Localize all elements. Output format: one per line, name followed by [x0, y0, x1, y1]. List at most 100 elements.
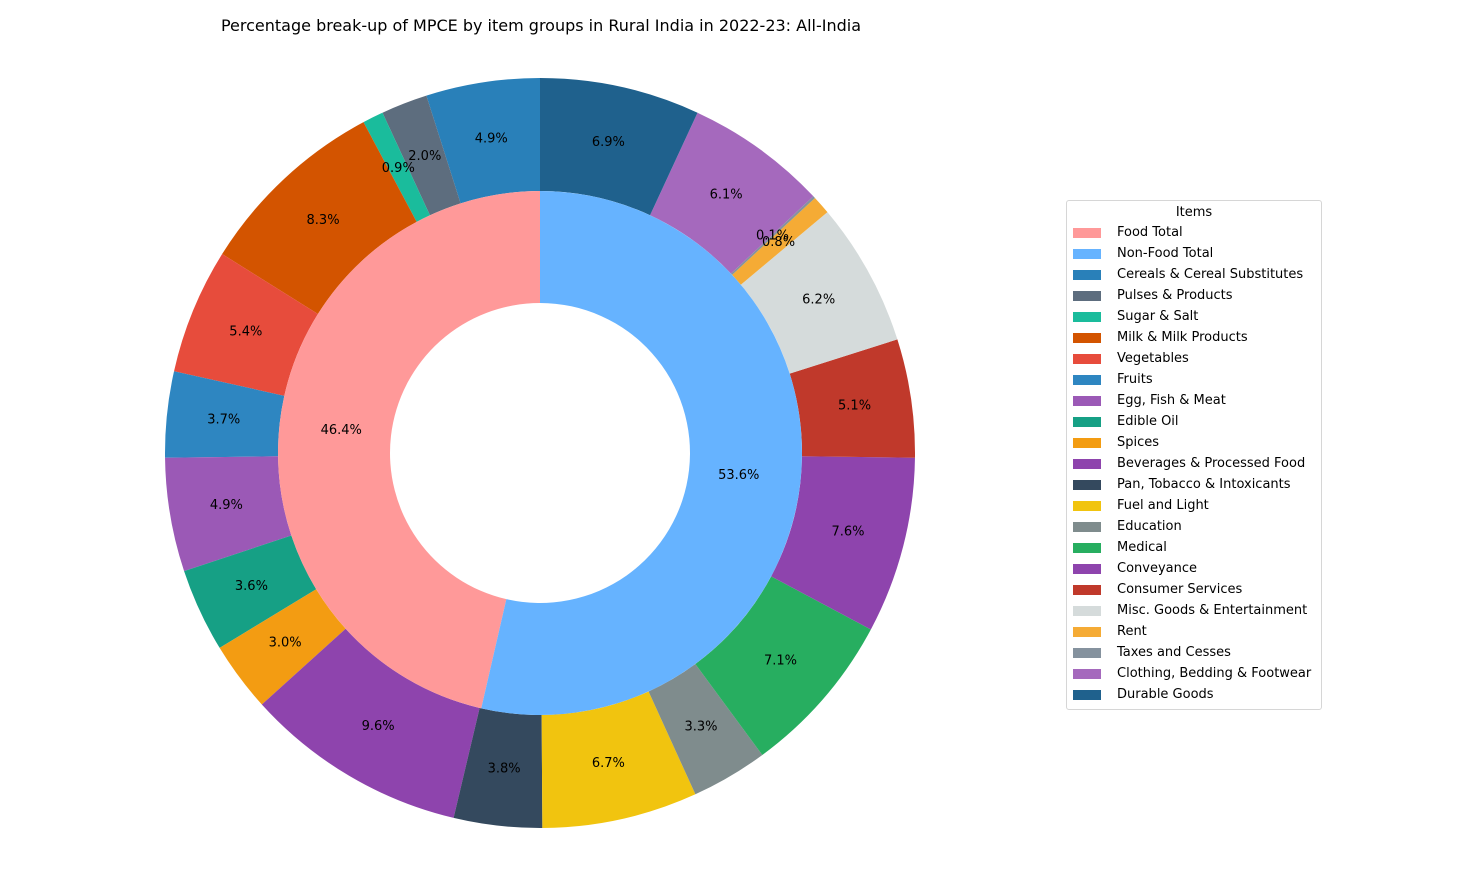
legend-item-medical: Medical: [1067, 537, 1321, 558]
legend-item-cereals-and-cereal-substitutes: Cereals & Cereal Substitutes: [1067, 264, 1321, 285]
legend-label: Egg, Fish & Meat: [1117, 393, 1226, 408]
legend-item-education: Education: [1067, 516, 1321, 537]
label-edible-oil: 3.6%: [235, 579, 268, 594]
inner-ring: [277, 191, 802, 715]
wedge-clothing-bedding-and-footwear: [650, 112, 814, 274]
wedge-conveyance: [771, 456, 915, 630]
label-sugar-and-salt: 0.9%: [382, 161, 415, 176]
wedge-beverages-and-processed-food: [261, 628, 480, 818]
label-fruits: 3.7%: [207, 413, 240, 428]
legend-item-milk-and-milk-products: Milk & Milk Products: [1067, 327, 1321, 348]
percentage-labels: 4.9% 2.0%0.9% 8.3% 5.4% 3.7% 4.9% 3.6% 3.0% 9.6%…: [207, 131, 871, 776]
legend-label: Misc. Goods & Entertainment: [1117, 603, 1308, 618]
wedge-non-food-total: [481, 191, 802, 715]
legend-label: Cereals & Cereal Substitutes: [1117, 267, 1304, 282]
label-beverages-and-processed-food: 9.6%: [362, 719, 395, 734]
legend-swatch: [1073, 311, 1101, 322]
wedge-edible-oil: [184, 535, 317, 648]
wedge-food-total: [277, 191, 540, 709]
legend-item-edible-oil: Edible Oil: [1067, 411, 1321, 432]
wedge-milk-and-milk-products: [222, 122, 417, 315]
label-pan-tobacco-and-intoxicants: 3.8%: [488, 761, 521, 776]
legend-swatch: [1073, 227, 1101, 238]
legend-label: Milk & Milk Products: [1117, 330, 1248, 345]
legend-item-pan-tobacco-and-intoxicants: Pan, Tobacco & Intoxicants: [1067, 474, 1321, 495]
legend-item-fuel-and-light: Fuel and Light: [1067, 495, 1321, 516]
legend-swatch: [1073, 584, 1101, 595]
legend-swatch: [1073, 521, 1101, 532]
wedge-education: [648, 663, 763, 795]
legend-item-egg-fish-and-meat: Egg, Fish & Meat: [1067, 390, 1321, 411]
label-fuel-and-light: 6.7%: [592, 756, 625, 771]
legend-label: Food Total: [1117, 225, 1183, 240]
legend-label: Clothing, Bedding & Footwear: [1117, 666, 1312, 681]
legend-label: Education: [1117, 519, 1182, 534]
wedge-durable-goods: [540, 78, 698, 216]
legend-label: Taxes and Cesses: [1117, 645, 1231, 660]
donut-chart: 4.9% 2.0%0.9% 8.3% 5.4% 3.7% 4.9% 3.6% 3.0% 9.6%…: [165, 78, 915, 828]
legend-title: Items: [1175, 205, 1213, 220]
legend-item-clothing-bedding-and-footwear: Clothing, Bedding & Footwear: [1067, 663, 1321, 684]
legend-label: Consumer Services: [1117, 582, 1243, 597]
wedge-fruits: [165, 371, 285, 458]
legend-item-durable-goods: Durable Goods: [1067, 684, 1321, 705]
legend-label: Beverages & Processed Food: [1117, 456, 1306, 471]
label-milk-and-milk-products: 8.3%: [307, 213, 340, 228]
wedge-fuel-and-light: [541, 691, 696, 828]
legend-swatch: [1073, 395, 1101, 406]
legend-label: Rent: [1117, 624, 1147, 639]
label-vegetables: 5.4%: [229, 325, 262, 340]
legend-swatch: [1073, 668, 1101, 679]
wedge-rent: [732, 198, 828, 285]
legend-swatch: [1073, 479, 1101, 490]
legend-label: Medical: [1117, 540, 1167, 555]
legend-swatch: [1073, 353, 1101, 364]
label-non-food-total: 53.6%: [718, 468, 759, 483]
label-conveyance: 7.6%: [831, 525, 864, 540]
legend-swatch: [1073, 605, 1101, 616]
legend-label: Sugar & Salt: [1117, 309, 1199, 324]
legend-swatch: [1073, 689, 1101, 700]
outer-ring: [165, 78, 915, 828]
legend-label: Conveyance: [1117, 561, 1198, 576]
legend-swatch: [1073, 626, 1101, 637]
label-durable-goods: 6.9%: [592, 135, 625, 150]
chart-title: Percentage break-up of MPCE by item grou…: [220, 16, 862, 35]
wedge-egg-fish-and-meat: [165, 456, 292, 572]
legend-item-rent: Rent: [1067, 621, 1321, 642]
legend-item-food-total: Food Total: [1067, 222, 1321, 243]
wedge-sugar-and-salt: [363, 112, 430, 222]
legend-item-beverages-and-processed-food: Beverages & Processed Food: [1067, 453, 1321, 474]
wedge-consumer-services: [789, 339, 915, 458]
legend-item-fruits: Fruits: [1067, 369, 1321, 390]
legend-label: Fruits: [1117, 372, 1153, 387]
label-taxes-and-cesses: 0.1%: [756, 229, 789, 244]
legend-item-spices: Spices: [1067, 432, 1321, 453]
legend-swatch: [1073, 248, 1101, 259]
legend-swatch: [1073, 416, 1101, 427]
legend: Items Food Total Non-Food Total Cereals & …: [1066, 200, 1322, 710]
legend-swatch: [1073, 290, 1101, 301]
legend-swatch: [1073, 269, 1101, 280]
wedge-medical: [695, 576, 871, 755]
legend-label: Pulses & Products: [1117, 288, 1233, 303]
wedge-vegetables: [174, 254, 318, 396]
legend-item-vegetables: Vegetables: [1067, 348, 1321, 369]
legend-swatch: [1073, 647, 1101, 658]
wedge-taxes-and-cesses: [730, 196, 815, 275]
legend-label: Pan, Tobacco & Intoxicants: [1117, 477, 1291, 492]
legend-item-taxes-and-cesses: Taxes and Cesses: [1067, 642, 1321, 663]
wedge-cereals-and-cereal-substitutes: [426, 78, 540, 204]
legend-label: Vegetables: [1117, 351, 1189, 366]
label-food-total: 46.4%: [321, 423, 362, 438]
legend-item-misc-goods-and-entertainment: Misc. Goods & Entertainment: [1067, 600, 1321, 621]
legend-swatch: [1073, 542, 1101, 553]
legend-swatch: [1073, 500, 1101, 511]
wedge-pulses-and-products: [382, 95, 461, 216]
wedge-misc-goods-and-entertainment: [740, 212, 898, 374]
legend-label: Spices: [1117, 435, 1160, 450]
legend-label: Durable Goods: [1117, 687, 1214, 702]
label-misc-goods-and-entertainment: 6.2%: [802, 292, 835, 307]
wedge-spices: [219, 589, 346, 705]
legend-label: Non-Food Total: [1117, 246, 1214, 261]
